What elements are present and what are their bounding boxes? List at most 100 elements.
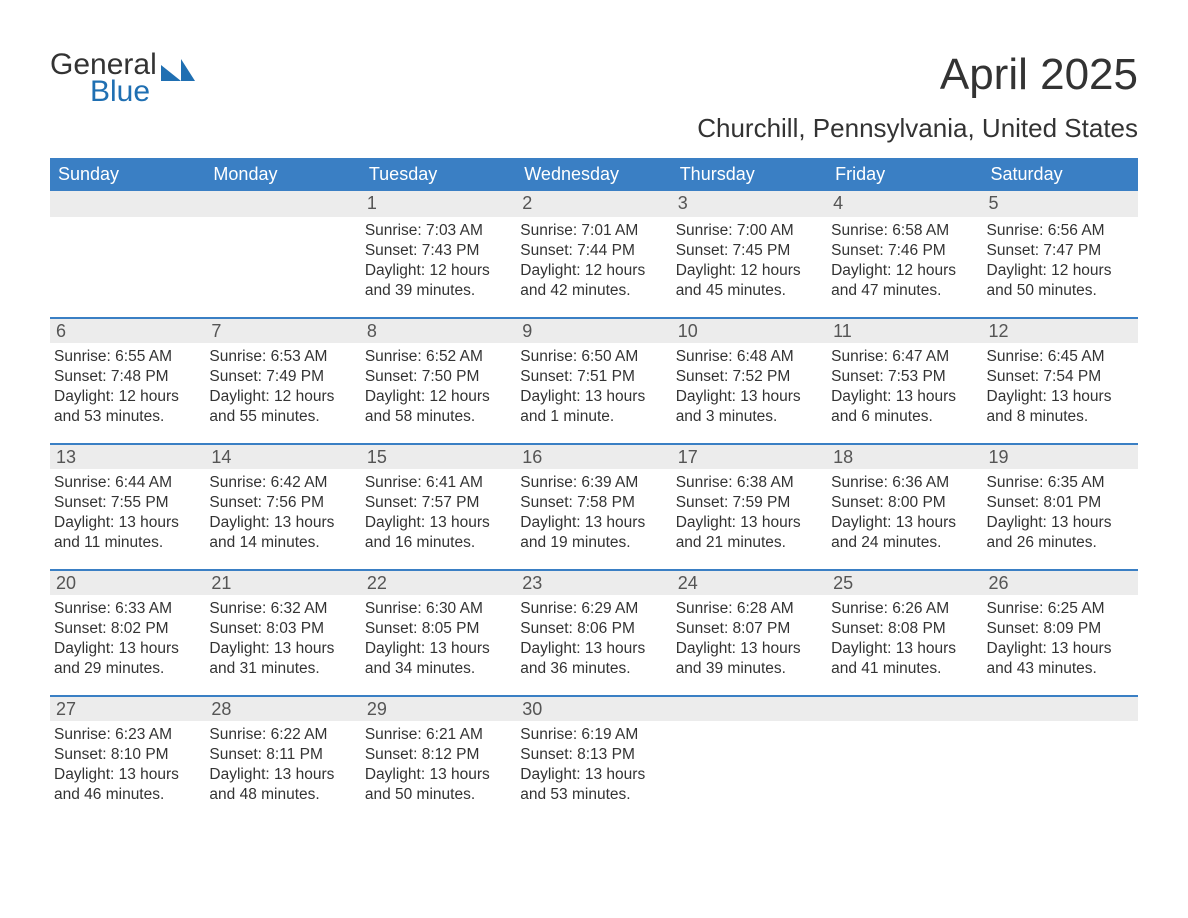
sunrise-line: Sunrise: 6:48 AM	[676, 347, 823, 367]
sunset-line: Sunset: 7:52 PM	[676, 367, 823, 387]
daylight-line: Daylight: 13 hours and 24 minutes.	[831, 513, 978, 553]
daylight-line: Daylight: 12 hours and 42 minutes.	[520, 261, 667, 301]
calendar: SundayMondayTuesdayWednesdayThursdayFrid…	[50, 158, 1138, 821]
daylight-line: Daylight: 13 hours and 48 minutes.	[209, 765, 356, 805]
sunrise-line: Sunrise: 6:36 AM	[831, 473, 978, 493]
day-details: Sunrise: 7:00 AMSunset: 7:45 PMDaylight:…	[672, 217, 827, 304]
calendar-day	[983, 695, 1138, 821]
daylight-line: Daylight: 13 hours and 39 minutes.	[676, 639, 823, 679]
daylight-line: Daylight: 13 hours and 11 minutes.	[54, 513, 201, 553]
day-number: 25	[827, 569, 982, 595]
calendar-day: 14Sunrise: 6:42 AMSunset: 7:56 PMDayligh…	[205, 443, 360, 569]
day-details: Sunrise: 6:33 AMSunset: 8:02 PMDaylight:…	[50, 595, 205, 682]
brand-logo: General Blue	[50, 50, 195, 107]
calendar-week: 6Sunrise: 6:55 AMSunset: 7:48 PMDaylight…	[50, 317, 1138, 443]
sunset-line: Sunset: 8:03 PM	[209, 619, 356, 639]
day-number: 17	[672, 443, 827, 469]
calendar-day: 29Sunrise: 6:21 AMSunset: 8:12 PMDayligh…	[361, 695, 516, 821]
calendar-day	[50, 191, 205, 317]
daylight-line: Daylight: 13 hours and 50 minutes.	[365, 765, 512, 805]
daylight-line: Daylight: 13 hours and 8 minutes.	[987, 387, 1134, 427]
calendar-day: 1Sunrise: 7:03 AMSunset: 7:43 PMDaylight…	[361, 191, 516, 317]
daylight-line: Daylight: 13 hours and 41 minutes.	[831, 639, 978, 679]
weekday-header-row: SundayMondayTuesdayWednesdayThursdayFrid…	[50, 158, 1138, 191]
sunrise-line: Sunrise: 6:47 AM	[831, 347, 978, 367]
day-number: 14	[205, 443, 360, 469]
calendar-day: 19Sunrise: 6:35 AMSunset: 8:01 PMDayligh…	[983, 443, 1138, 569]
calendar-day: 26Sunrise: 6:25 AMSunset: 8:09 PMDayligh…	[983, 569, 1138, 695]
weekday-header: Wednesday	[516, 158, 671, 191]
sunrise-line: Sunrise: 7:03 AM	[365, 221, 512, 241]
sunrise-line: Sunrise: 6:42 AM	[209, 473, 356, 493]
calendar-day: 4Sunrise: 6:58 AMSunset: 7:46 PMDaylight…	[827, 191, 982, 317]
sunrise-line: Sunrise: 7:01 AM	[520, 221, 667, 241]
day-details: Sunrise: 6:30 AMSunset: 8:05 PMDaylight:…	[361, 595, 516, 682]
day-details: Sunrise: 6:45 AMSunset: 7:54 PMDaylight:…	[983, 343, 1138, 430]
sunrise-line: Sunrise: 6:28 AM	[676, 599, 823, 619]
sunrise-line: Sunrise: 6:35 AM	[987, 473, 1134, 493]
day-details: Sunrise: 6:50 AMSunset: 7:51 PMDaylight:…	[516, 343, 671, 430]
sunset-line: Sunset: 7:49 PM	[209, 367, 356, 387]
day-number: 10	[672, 317, 827, 343]
sunrise-line: Sunrise: 6:33 AM	[54, 599, 201, 619]
calendar-day: 12Sunrise: 6:45 AMSunset: 7:54 PMDayligh…	[983, 317, 1138, 443]
sunrise-line: Sunrise: 6:44 AM	[54, 473, 201, 493]
sunset-line: Sunset: 7:46 PM	[831, 241, 978, 261]
daylight-line: Daylight: 13 hours and 1 minute.	[520, 387, 667, 427]
day-number: 19	[983, 443, 1138, 469]
daylight-line: Daylight: 13 hours and 36 minutes.	[520, 639, 667, 679]
day-number: 2	[516, 191, 671, 217]
sunset-line: Sunset: 7:54 PM	[987, 367, 1134, 387]
calendar-day: 10Sunrise: 6:48 AMSunset: 7:52 PMDayligh…	[672, 317, 827, 443]
day-number: 5	[983, 191, 1138, 217]
daylight-line: Daylight: 13 hours and 6 minutes.	[831, 387, 978, 427]
sunrise-line: Sunrise: 6:30 AM	[365, 599, 512, 619]
page-title: April 2025	[940, 50, 1138, 100]
day-details: Sunrise: 6:25 AMSunset: 8:09 PMDaylight:…	[983, 595, 1138, 682]
sunrise-line: Sunrise: 6:29 AM	[520, 599, 667, 619]
day-details: Sunrise: 6:52 AMSunset: 7:50 PMDaylight:…	[361, 343, 516, 430]
calendar-day: 15Sunrise: 6:41 AMSunset: 7:57 PMDayligh…	[361, 443, 516, 569]
day-details: Sunrise: 6:19 AMSunset: 8:13 PMDaylight:…	[516, 721, 671, 808]
daylight-line: Daylight: 12 hours and 45 minutes.	[676, 261, 823, 301]
sunrise-line: Sunrise: 6:52 AM	[365, 347, 512, 367]
weekday-header: Tuesday	[361, 158, 516, 191]
sunrise-line: Sunrise: 6:45 AM	[987, 347, 1134, 367]
day-number	[827, 695, 982, 721]
location-subtitle: Churchill, Pennsylvania, United States	[50, 113, 1138, 144]
sunset-line: Sunset: 8:13 PM	[520, 745, 667, 765]
day-number: 27	[50, 695, 205, 721]
calendar-day	[205, 191, 360, 317]
sunset-line: Sunset: 7:44 PM	[520, 241, 667, 261]
sunset-line: Sunset: 8:02 PM	[54, 619, 201, 639]
day-details: Sunrise: 6:26 AMSunset: 8:08 PMDaylight:…	[827, 595, 982, 682]
calendar-day: 20Sunrise: 6:33 AMSunset: 8:02 PMDayligh…	[50, 569, 205, 695]
sunset-line: Sunset: 7:58 PM	[520, 493, 667, 513]
calendar-day	[672, 695, 827, 821]
calendar-day: 5Sunrise: 6:56 AMSunset: 7:47 PMDaylight…	[983, 191, 1138, 317]
day-details: Sunrise: 7:01 AMSunset: 7:44 PMDaylight:…	[516, 217, 671, 304]
day-details: Sunrise: 6:42 AMSunset: 7:56 PMDaylight:…	[205, 469, 360, 556]
day-number: 16	[516, 443, 671, 469]
calendar-week: 27Sunrise: 6:23 AMSunset: 8:10 PMDayligh…	[50, 695, 1138, 821]
day-details: Sunrise: 6:39 AMSunset: 7:58 PMDaylight:…	[516, 469, 671, 556]
calendar-day: 18Sunrise: 6:36 AMSunset: 8:00 PMDayligh…	[827, 443, 982, 569]
calendar-week: 20Sunrise: 6:33 AMSunset: 8:02 PMDayligh…	[50, 569, 1138, 695]
daylight-line: Daylight: 13 hours and 29 minutes.	[54, 639, 201, 679]
weekday-header: Monday	[205, 158, 360, 191]
calendar-day: 7Sunrise: 6:53 AMSunset: 7:49 PMDaylight…	[205, 317, 360, 443]
daylight-line: Daylight: 13 hours and 14 minutes.	[209, 513, 356, 553]
day-number: 12	[983, 317, 1138, 343]
day-number: 18	[827, 443, 982, 469]
day-details: Sunrise: 6:23 AMSunset: 8:10 PMDaylight:…	[50, 721, 205, 808]
sunrise-line: Sunrise: 6:21 AM	[365, 725, 512, 745]
daylight-line: Daylight: 13 hours and 53 minutes.	[520, 765, 667, 805]
sunset-line: Sunset: 8:06 PM	[520, 619, 667, 639]
daylight-line: Daylight: 12 hours and 53 minutes.	[54, 387, 201, 427]
day-details: Sunrise: 6:21 AMSunset: 8:12 PMDaylight:…	[361, 721, 516, 808]
sunset-line: Sunset: 8:08 PM	[831, 619, 978, 639]
day-details: Sunrise: 6:22 AMSunset: 8:11 PMDaylight:…	[205, 721, 360, 808]
calendar-day: 6Sunrise: 6:55 AMSunset: 7:48 PMDaylight…	[50, 317, 205, 443]
calendar-day: 9Sunrise: 6:50 AMSunset: 7:51 PMDaylight…	[516, 317, 671, 443]
daylight-line: Daylight: 13 hours and 34 minutes.	[365, 639, 512, 679]
